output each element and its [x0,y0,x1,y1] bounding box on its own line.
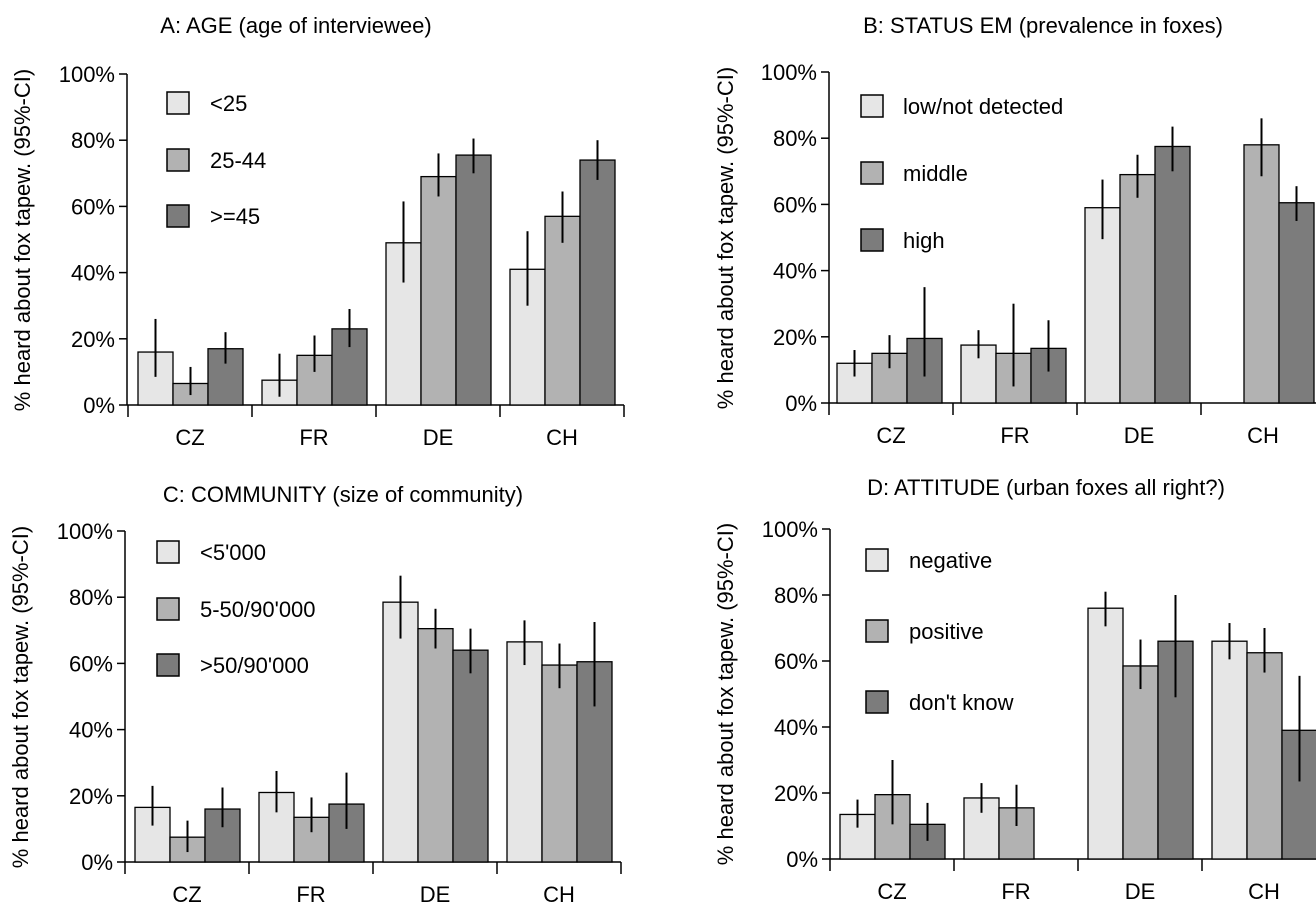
bar [1243,144,1280,404]
legend-swatch [166,91,190,115]
legend-label: 25-44 [210,148,266,173]
bar [452,649,489,863]
y-tick-label: 100% [57,519,113,544]
legend-label: high [903,228,945,253]
x-tick-label: FR [1000,423,1029,448]
y-tick-label: 60% [773,192,817,217]
bar [455,154,492,406]
bar [417,627,454,863]
x-tick-label: CZ [172,882,201,905]
y-axis-label: % heard about fox tapew. (95%-CI) [713,67,738,409]
legend-label: don't know [909,690,1014,715]
y-axis-label: % heard about fox tapew. (95%-CI) [10,69,35,411]
y-tick-label: 20% [69,784,113,809]
y-tick-label: 100% [761,60,817,85]
x-tick-label: FR [1001,879,1030,904]
y-tick-label: 60% [71,194,115,219]
bar [1211,640,1248,860]
x-tick-label: FR [299,425,328,450]
bar [579,159,616,406]
bar [544,215,581,406]
y-tick-label: 80% [69,585,113,610]
y-axis-label: % heard about fox tapew. (95%-CI) [8,526,33,868]
x-tick-label: DE [1125,879,1156,904]
y-tick-label: 80% [774,583,818,608]
y-tick-label: 20% [773,325,817,350]
legend-label: low/not detected [903,94,1063,119]
y-tick-label: 100% [59,62,115,87]
panel-c-community: C: COMMUNITY (size of community) % heard… [8,482,622,905]
panel-b-status-em: B: STATUS EM (prevalence in foxes) % hea… [713,13,1316,448]
x-tick-label: CH [1248,879,1280,904]
x-tick-label: DE [1124,423,1155,448]
panel-title: C: COMMUNITY (size of community) [163,482,523,507]
bar [1084,207,1121,404]
bar [1246,652,1283,860]
y-tick-label: 80% [71,128,115,153]
legend-label: middle [903,161,968,186]
y-axis-label: % heard about fox tapew. (95%-CI) [713,523,738,865]
y-tick-label: 80% [773,126,817,151]
x-tick-label: CZ [876,423,905,448]
x-tick-label: CH [1247,423,1279,448]
legend-label: negative [909,548,992,573]
y-tick-label: 40% [71,261,115,286]
y-tick-label: 60% [774,649,818,674]
bar [506,641,543,863]
panel-d-attitude: D: ATTITUDE (urban foxes all right?) % h… [713,475,1316,904]
legend-swatch [865,619,889,643]
panel-title: D: ATTITUDE (urban foxes all right?) [867,475,1225,500]
y-tick-label: 60% [69,651,113,676]
legend-swatch [166,148,190,172]
x-tick-label: FR [296,882,325,905]
legend-label: >50/90'000 [200,653,309,678]
bar [1278,202,1315,404]
bar [541,664,578,863]
legend-swatch [860,228,884,252]
y-tick-label: 40% [773,259,817,284]
y-tick-label: 0% [81,850,113,875]
y-tick-label: 0% [786,847,818,872]
y-tick-label: 40% [774,715,818,740]
bar [1119,173,1156,404]
legend-label: 5-50/90'000 [200,597,316,622]
x-tick-label: CZ [175,425,204,450]
panel-a-age: A: AGE (age of interviewee) % heard abou… [10,13,625,450]
x-tick-label: CH [546,425,578,450]
bar [1154,145,1191,404]
x-tick-label: CH [543,882,575,905]
panel-title: A: AGE (age of interviewee) [160,13,431,38]
y-tick-label: 0% [83,393,115,418]
legend-swatch [865,690,889,714]
y-tick-label: 0% [785,391,817,416]
legend-label: <25 [210,91,247,116]
legend-swatch [156,653,180,677]
bar [137,351,174,406]
legend-label: <5'000 [200,540,266,565]
x-tick-label: DE [420,882,451,905]
x-tick-label: CZ [877,879,906,904]
legend-label: positive [909,619,984,644]
x-tick-label: DE [423,425,454,450]
legend-swatch [865,548,889,572]
bar [420,175,457,406]
legend-swatch [860,161,884,185]
panel-title: B: STATUS EM (prevalence in foxes) [863,13,1223,38]
y-tick-label: 100% [762,517,818,542]
bar [1122,665,1159,860]
bar [382,601,419,863]
bar [1087,607,1124,860]
y-tick-label: 40% [69,718,113,743]
y-tick-label: 20% [774,781,818,806]
legend-label: >=45 [210,204,260,229]
legend-swatch [156,597,180,621]
y-tick-label: 20% [71,327,115,352]
legend-swatch [860,94,884,118]
legend-swatch [156,540,180,564]
legend-swatch [166,204,190,228]
